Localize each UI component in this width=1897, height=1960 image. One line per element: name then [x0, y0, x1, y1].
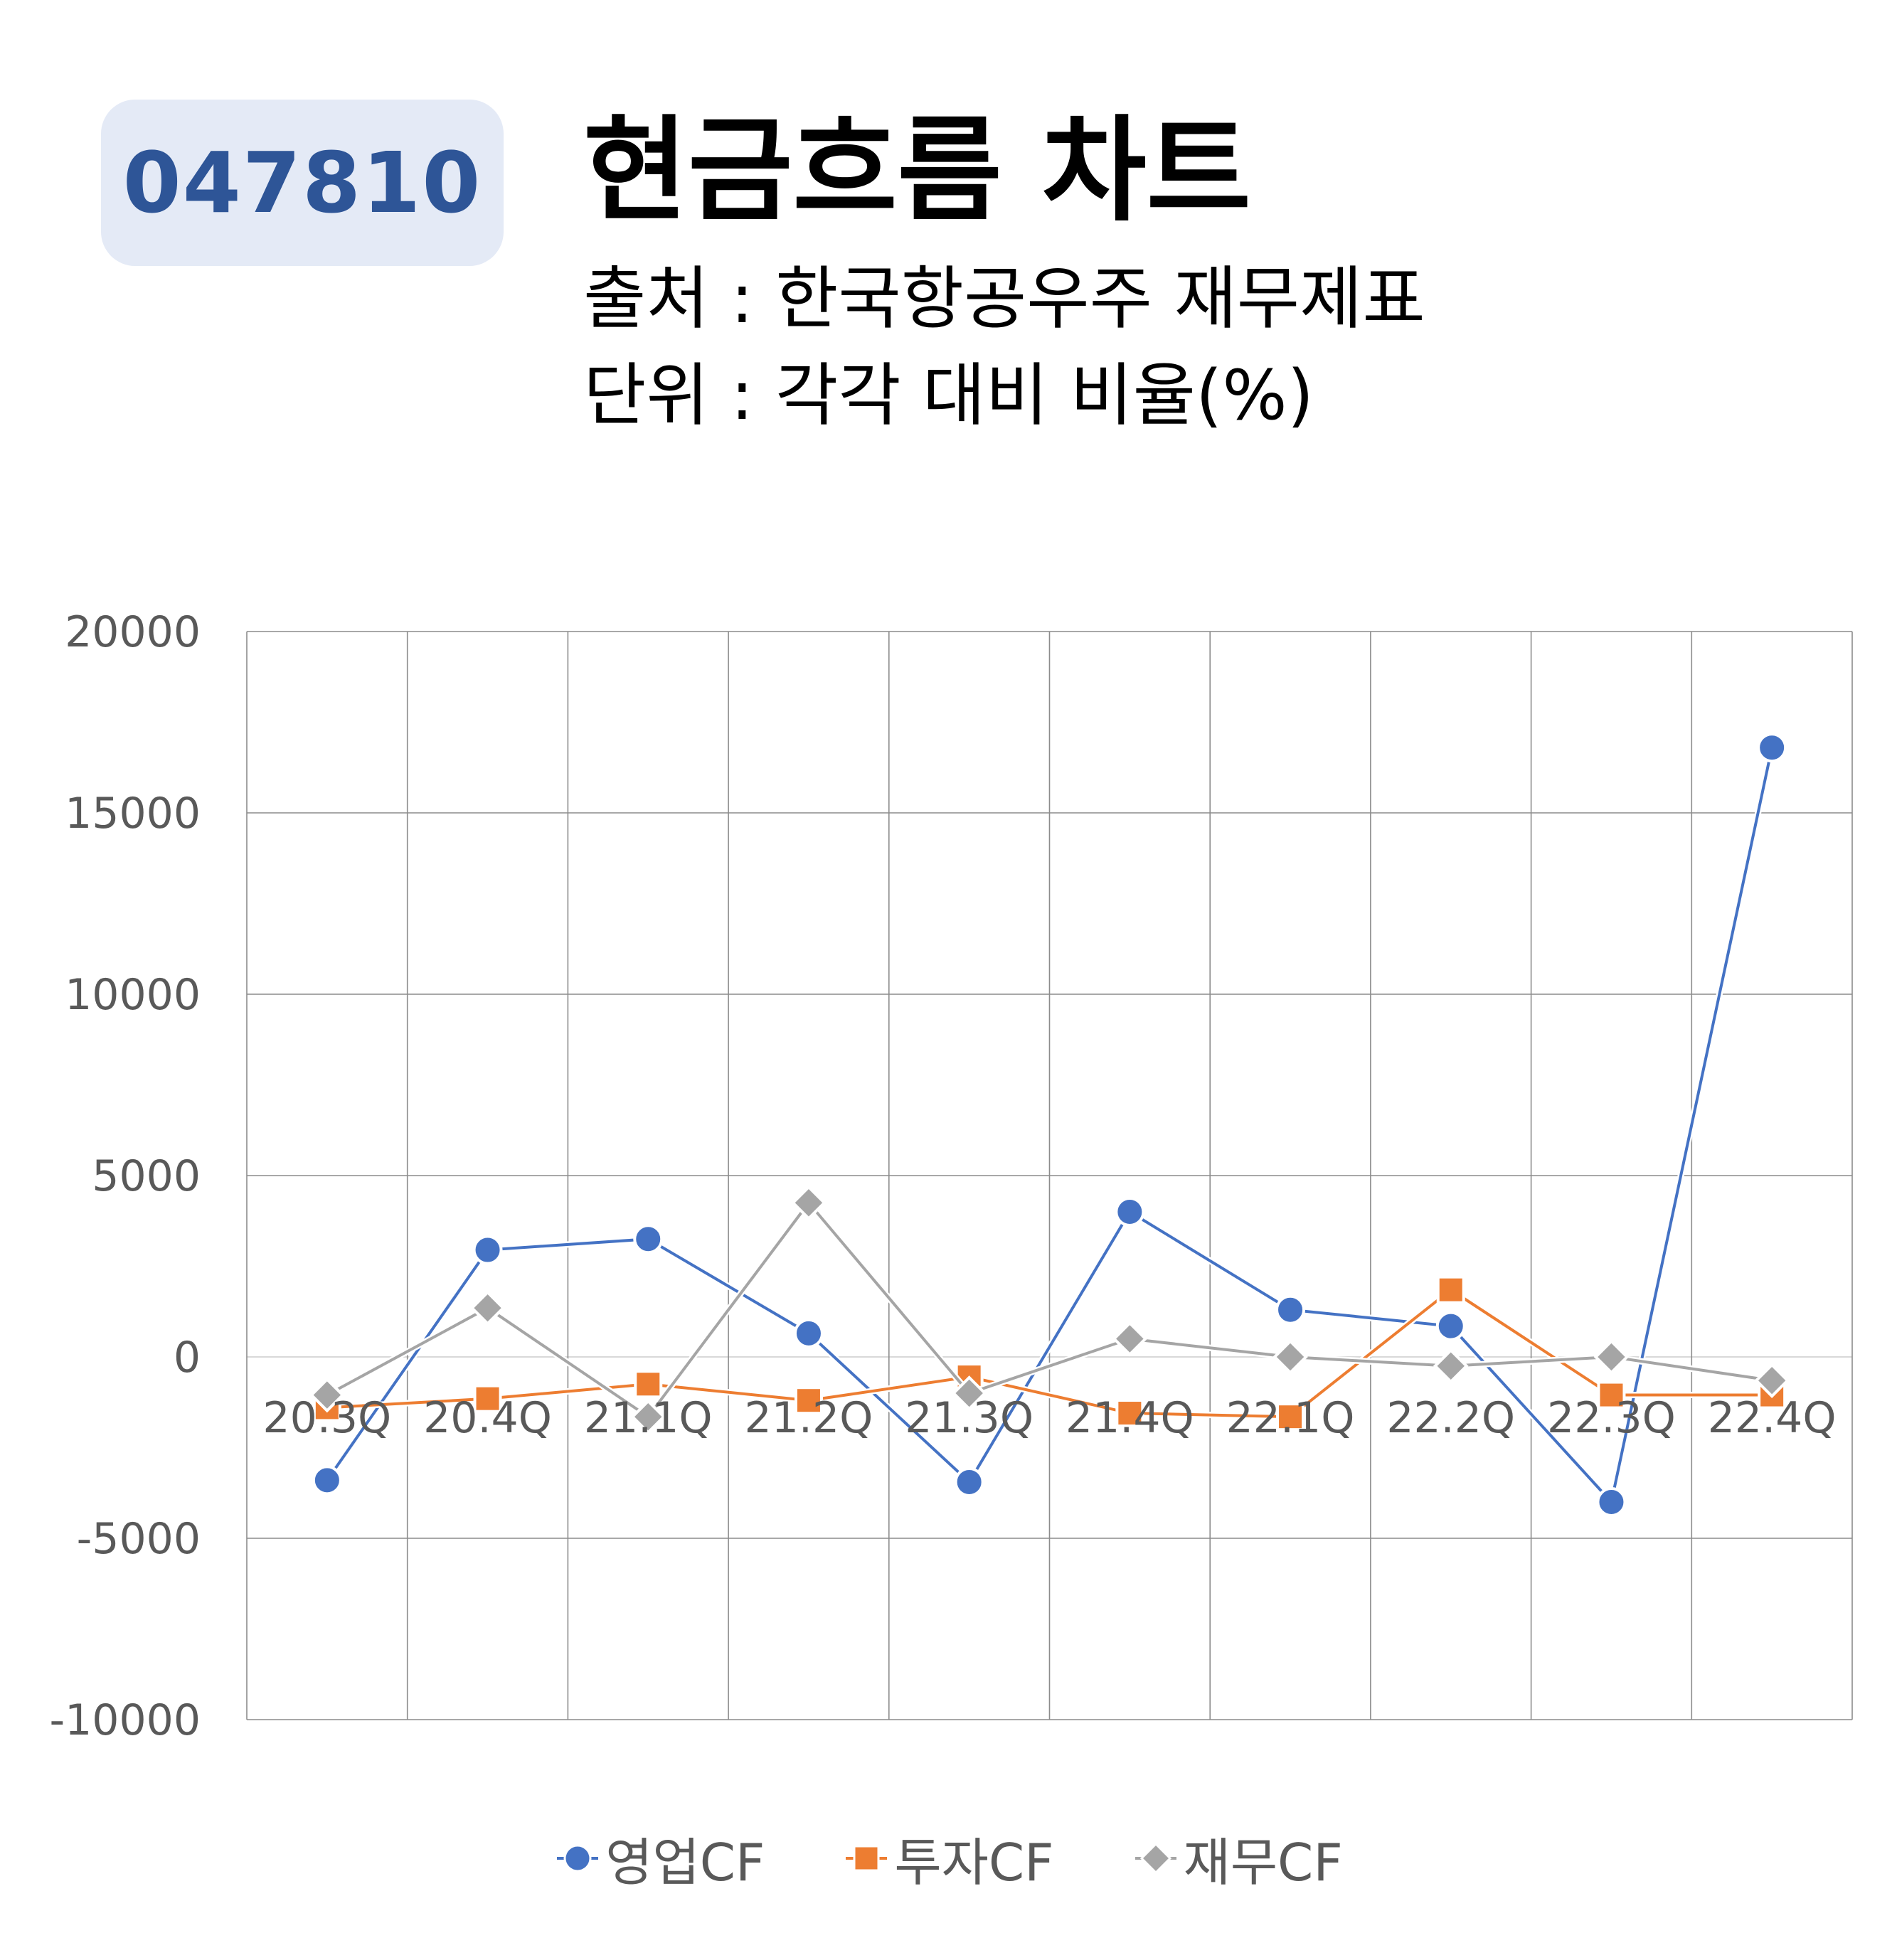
data-point [1115, 1197, 1145, 1227]
data-point [469, 1290, 506, 1326]
data-point [951, 1375, 987, 1411]
data-point [1276, 1402, 1305, 1432]
data-point [954, 1466, 984, 1497]
series-operating [312, 733, 1787, 1517]
data-point [1433, 1348, 1469, 1384]
data-point [1275, 1294, 1306, 1325]
series-financing [309, 1185, 1790, 1434]
x-tick-label: 22.3Q [1547, 1393, 1676, 1443]
circle-marker-icon [557, 1844, 599, 1872]
y-tick-label: 20000 [65, 607, 201, 657]
y-tick-label: 15000 [65, 789, 201, 838]
legend: 영업CF 투자CF 재무CF [0, 1821, 1897, 1895]
ticker-code: 047810 [122, 134, 482, 232]
x-tick-label: 20.4Q [423, 1393, 552, 1443]
legend-label-investing: 투자CF [894, 1833, 1054, 1892]
series-lines [309, 733, 1790, 1517]
legend-item-operating[interactable]: 영업CF [554, 1821, 765, 1895]
x-tick-label: 21.1Q [584, 1393, 713, 1443]
data-point [634, 1370, 663, 1399]
x-tick-label: 21.2Q [745, 1393, 873, 1443]
x-tick-label: 21.4Q [1066, 1393, 1194, 1443]
data-point [633, 1224, 664, 1255]
y-tick-label: -10000 [49, 1695, 201, 1745]
data-point [794, 1386, 823, 1415]
data-point [1436, 1275, 1465, 1304]
y-tick-label: -5000 [77, 1514, 201, 1564]
chart-title: 현금흐름 차트 [583, 104, 1251, 237]
data-point [1757, 733, 1787, 763]
ticker-badge: 047810 [101, 100, 504, 266]
x-tick-label: 21.3Q [905, 1393, 1033, 1443]
grid-lines [246, 631, 1853, 1720]
data-point [630, 1399, 666, 1434]
data-point [312, 1465, 342, 1496]
x-tick-label: 22.4Q [1708, 1393, 1837, 1443]
data-point [473, 1384, 502, 1413]
diamond-marker-icon [1135, 1842, 1176, 1874]
x-tick-label: 20.3Q [262, 1393, 391, 1443]
series-line [326, 1200, 1773, 1419]
x-tick-label: 22.1Q [1226, 1393, 1355, 1443]
data-point [1596, 1487, 1627, 1517]
y-tick-label: 5000 [92, 1151, 201, 1201]
x-axis-ticks: 20.3Q 20.4Q 21.1Q 21.2Q 21.3Q 21.4Q 22.1Q 22.2Q… [262, 1393, 1836, 1443]
data-point [1754, 1363, 1790, 1398]
legend-item-financing[interactable]: 재무CF [1132, 1821, 1343, 1895]
data-point [472, 1235, 503, 1265]
unit-label: 단위 : 각각 대비 비율(%) [583, 356, 1314, 435]
legend-label-financing: 재무CF [1183, 1833, 1343, 1892]
legend-item-investing[interactable]: 투자CF [843, 1821, 1054, 1895]
data-point [1593, 1339, 1630, 1375]
series-line [326, 1288, 1773, 1419]
data-point [1115, 1399, 1144, 1428]
y-tick-label: 10000 [65, 970, 201, 1020]
data-point [1112, 1321, 1148, 1357]
y-axis-ticks: 20000 15000 10000 5000 0 -5000 -10000 [49, 607, 201, 1745]
data-point [309, 1377, 345, 1413]
legend-label-operating: 영업CF [605, 1833, 765, 1892]
data-point [793, 1318, 824, 1348]
y-tick-label: 0 [174, 1333, 201, 1383]
source-label: 출처 : 한국항공우주 재무제표 [583, 259, 1425, 339]
data-point [1272, 1339, 1308, 1375]
data-point [1435, 1311, 1466, 1341]
x-tick-label: 22.2Q [1386, 1393, 1515, 1443]
data-point [791, 1185, 827, 1221]
square-marker-icon [846, 1845, 888, 1871]
data-point [1597, 1380, 1626, 1410]
series-line [326, 747, 1774, 1506]
